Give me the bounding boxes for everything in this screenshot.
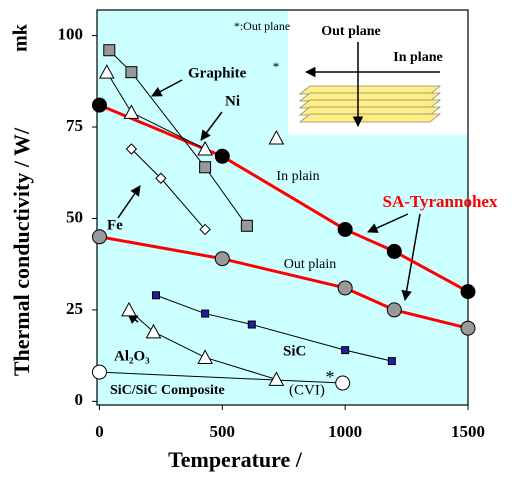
x-tick-label: 1000 [328,422,362,441]
marker [123,104,140,119]
marker [199,223,211,236]
arrows [117,79,421,325]
y-tick-label: 75 [66,116,83,135]
marker [387,357,396,366]
marker [337,280,353,296]
marker [460,320,476,336]
plot-frame [96,9,469,406]
series-label: Out plain [284,257,337,272]
marker [386,243,402,259]
series-label: In plain [276,169,319,184]
annotation: Out plane [321,24,381,39]
labels: 0 500 1000 1500 0 25 50 75 100 In plain Out plain G… [58,19,498,441]
marker [337,221,353,237]
marker [214,251,230,267]
marker [91,97,107,113]
x-tick-label: 500 [210,422,236,441]
marker [386,302,402,318]
marker [155,172,167,184]
x-axis-label: Temperature / [168,447,303,472]
marker [214,148,230,164]
series-label: Ni [225,93,240,109]
y-tick-label: 0 [75,390,84,409]
x-tick-label: 0 [95,422,104,441]
series-label: SiC/SiC Composite [110,383,225,398]
y-axis-label: Thermal conductivity / W/ [9,127,34,376]
series-label: SiC [283,343,306,359]
marker [98,64,115,79]
marker [125,143,138,155]
marker [240,219,253,232]
marker [460,284,476,300]
marker [121,301,137,317]
series-label: Graphite [188,65,247,81]
series-line [99,371,343,384]
marker [341,346,350,355]
marker [197,140,213,156]
series-line [128,309,277,380]
series-label: Al₂O₃ [114,348,150,364]
marker [201,309,210,318]
marker [268,371,285,386]
marker [91,229,107,245]
marker [125,66,138,79]
y-tick-label: 100 [58,25,84,44]
marker [199,161,212,174]
annotation: SA-Tyrannohex [383,192,498,211]
y-axis-unit: mk [10,23,32,52]
annotation: In plane [393,50,442,65]
series-line [108,49,248,227]
annotation: (CVI) [289,382,325,398]
markers [91,44,476,391]
y-tick-label: 50 [66,207,83,226]
marker [268,129,285,145]
marker [335,375,351,391]
annotation: * [326,367,335,387]
inset-plates [298,42,442,128]
x-tick-label: 1500 [451,422,485,441]
marker [197,349,213,364]
marker [247,320,256,329]
series-label: Fe [107,217,123,233]
y-tick-label: 25 [66,299,83,318]
marker [151,291,160,300]
marker [145,323,162,339]
marker [103,44,116,57]
annotation: *:Out plane [234,19,290,33]
marker [91,364,107,380]
annotation: * [273,59,280,74]
